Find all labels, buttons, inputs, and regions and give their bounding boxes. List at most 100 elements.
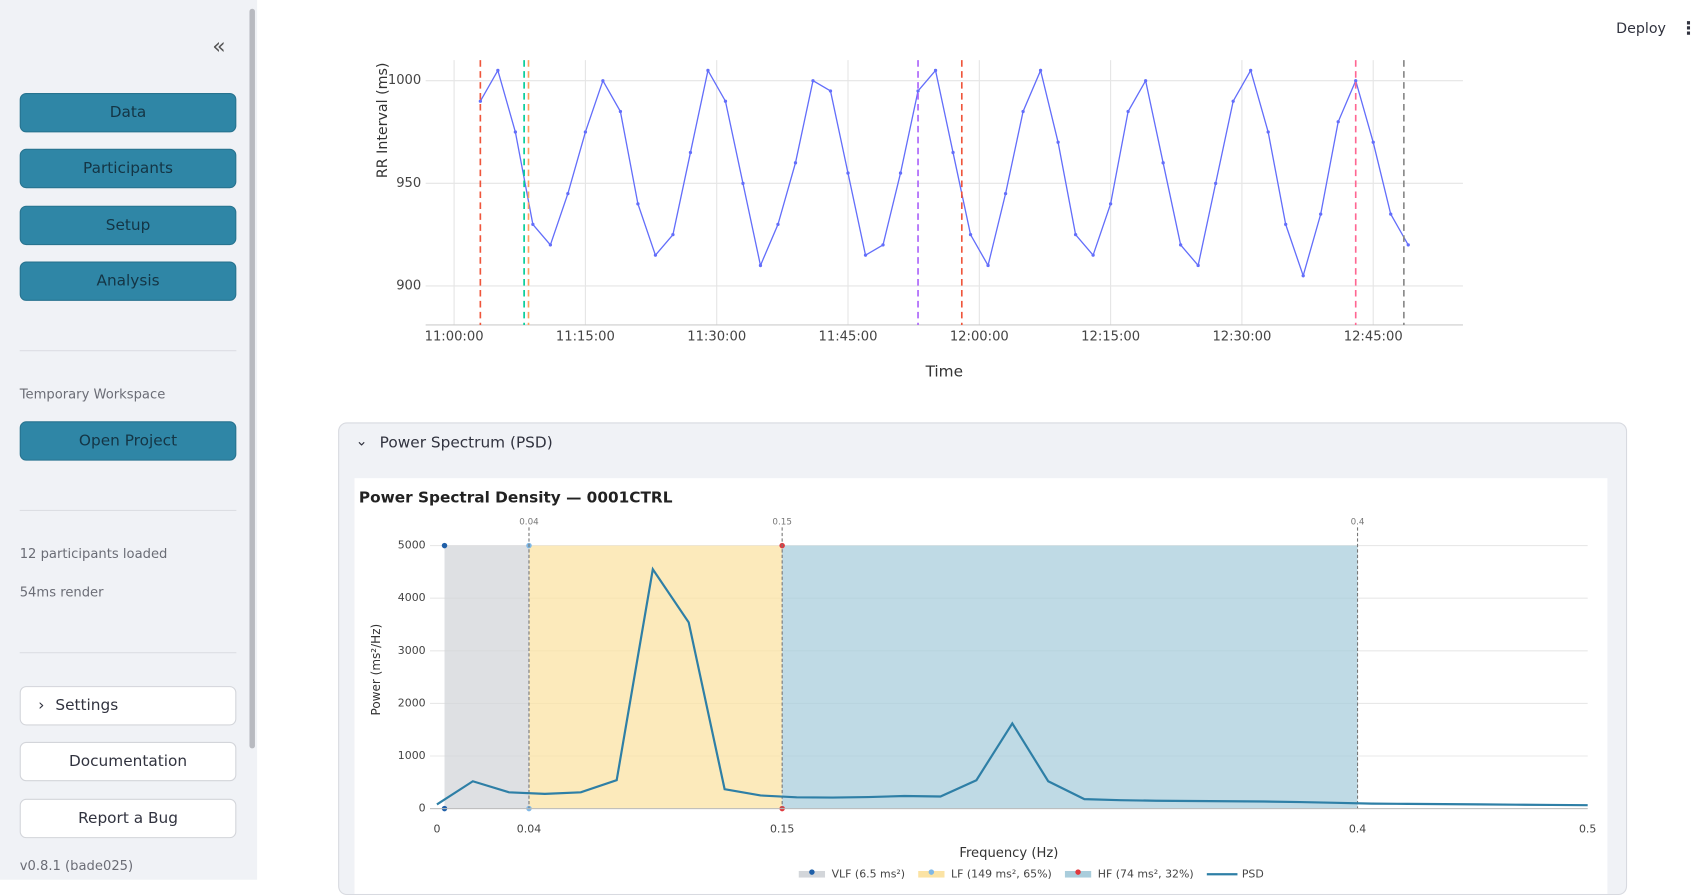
y-tick-label: 4000 — [398, 591, 426, 604]
x-tick-label: 0.15 — [770, 822, 794, 835]
workspace-label: Temporary Workspace — [19, 386, 166, 402]
version: v0.8.1 (bade025) — [19, 857, 134, 874]
y-tick-label: 5000 — [398, 539, 426, 552]
legend-label: HF (74 ms², 32%) — [1098, 867, 1194, 879]
y-tick-label: 950 — [396, 176, 421, 191]
link-button[interactable]: Report a Bug — [19, 798, 237, 839]
settings-expander[interactable]: › Settings — [19, 686, 237, 726]
legend-label: LF (149 ms², 65%) — [951, 867, 1052, 879]
rr-point — [1319, 212, 1323, 216]
rr-point — [688, 150, 693, 155]
nav-button[interactable]: Data — [19, 93, 237, 133]
x-tick-label: 11:15:00 — [556, 330, 615, 345]
annotation-label: 0.4 — [1351, 517, 1365, 527]
legend-label: PSD — [1242, 867, 1264, 879]
scrollbar[interactable] — [249, 8, 255, 749]
rr-point — [618, 109, 623, 114]
divider — [19, 350, 237, 352]
rr-point — [496, 68, 500, 73]
rr-point — [933, 68, 938, 73]
band — [782, 545, 1358, 809]
rr-point — [916, 89, 920, 93]
rr-point — [1336, 120, 1340, 124]
rr-point — [1073, 233, 1078, 237]
y-tick-label: 1000 — [398, 749, 426, 762]
rr-point — [1179, 243, 1183, 247]
rr-point — [1301, 274, 1305, 278]
x-tick-label: 0.04 — [517, 822, 541, 835]
rr-point — [1143, 79, 1148, 83]
x-axis-title: Time — [925, 363, 963, 381]
rr-point — [863, 253, 868, 257]
deploy-button[interactable]: Deploy — [1616, 20, 1666, 38]
rr-point — [583, 130, 588, 134]
settings-label: Settings — [55, 697, 119, 715]
band — [444, 545, 529, 809]
rr-point — [636, 202, 640, 206]
rr-point — [1091, 253, 1095, 257]
sidebar: « Data Participants Setup Analysis Tempo… — [0, 0, 258, 880]
band-dot — [441, 542, 448, 549]
open-project-button[interactable]: Open Project — [19, 421, 237, 461]
rr-point — [741, 181, 745, 185]
rr-point — [671, 233, 675, 237]
rr-point — [1021, 109, 1025, 114]
rr-point — [793, 161, 798, 165]
x-tick-label: 12:45:00 — [1344, 330, 1403, 345]
rr-point — [1371, 140, 1375, 144]
rr-point — [758, 263, 763, 268]
rr-point — [846, 171, 850, 175]
legend-dot — [809, 869, 815, 875]
rr-point — [1003, 191, 1008, 196]
rr-point — [1389, 212, 1393, 216]
x-tick-label: 0.5 — [1579, 822, 1596, 835]
rr-point — [986, 263, 990, 268]
plot-area — [478, 68, 1410, 278]
rr-point — [1354, 79, 1358, 83]
rr-point — [951, 150, 955, 155]
rr-point — [723, 99, 728, 103]
x-tick-label: 12:15:00 — [1081, 330, 1140, 345]
annotation-label: 0.04 — [519, 517, 539, 527]
rr-point — [968, 233, 973, 237]
legend-dot — [1075, 869, 1081, 875]
rr-point — [811, 79, 815, 83]
rr-line — [479, 68, 1409, 278]
divider — [19, 652, 237, 654]
expander-title[interactable]: Power Spectrum (PSD) — [379, 434, 553, 452]
divider — [19, 509, 237, 511]
rr-point — [1406, 243, 1410, 247]
nav-button[interactable]: Analysis — [19, 261, 237, 301]
rr-point — [1108, 202, 1113, 206]
rr-point — [776, 222, 780, 227]
y-axis-title: Power (ms²/Hz) — [369, 624, 383, 716]
rr-point — [1056, 140, 1060, 144]
y-tick-label: 900 — [396, 278, 421, 293]
rr-point — [706, 68, 710, 73]
x-tick-label: 12:30:00 — [1212, 330, 1271, 345]
rr-point — [1038, 68, 1043, 73]
y-tick-label: 2000 — [398, 696, 426, 709]
menu-icon[interactable]: ⋮ — [1679, 17, 1698, 39]
chevron[interactable]: ⌄ — [355, 433, 368, 450]
rr-point — [1284, 222, 1288, 227]
link-button[interactable]: Documentation — [19, 741, 237, 782]
collapse-icon[interactable]: « — [212, 32, 226, 60]
rr-point — [898, 171, 903, 175]
band — [528, 545, 783, 809]
x-tick-label: 0.4 — [1349, 822, 1366, 835]
nav-button[interactable]: Setup — [19, 205, 237, 246]
psd-line — [436, 566, 1588, 807]
rr-point — [513, 130, 518, 134]
y-tick-label: 0 — [419, 802, 426, 815]
rr-point — [566, 191, 570, 196]
x-tick-label: 11:00:00 — [425, 330, 484, 345]
nav-button[interactable]: Participants — [19, 148, 237, 189]
rr-point — [601, 79, 605, 83]
rr-point — [881, 243, 885, 247]
rr-point — [548, 243, 553, 247]
rr-point — [531, 222, 535, 227]
x-tick-label: 11:30:00 — [687, 330, 746, 345]
